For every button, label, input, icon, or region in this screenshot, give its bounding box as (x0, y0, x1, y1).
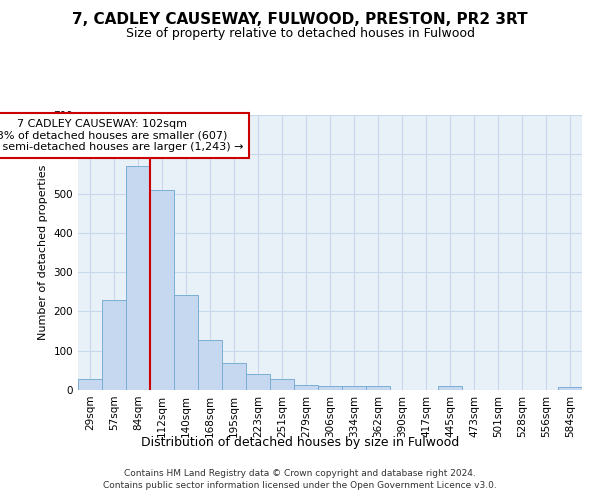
Text: 7, CADLEY CAUSEWAY, FULWOOD, PRESTON, PR2 3RT: 7, CADLEY CAUSEWAY, FULWOOD, PRESTON, PR… (72, 12, 528, 28)
Bar (294, 384, 318, 390)
Text: Distribution of detached houses by size in Fulwood: Distribution of detached houses by size … (141, 436, 459, 449)
Bar (222, 362, 246, 390)
Text: Size of property relative to detached houses in Fulwood: Size of property relative to detached ho… (125, 28, 475, 40)
Bar (126, 166, 150, 390)
Bar (438, 386, 462, 390)
Bar (342, 386, 366, 390)
Bar (318, 386, 342, 390)
Y-axis label: Number of detached properties: Number of detached properties (38, 165, 48, 340)
Bar (246, 374, 270, 390)
Text: 7 CADLEY CAUSEWAY: 102sqm
← 33% of detached houses are smaller (607)
67% of semi: 7 CADLEY CAUSEWAY: 102sqm ← 33% of detac… (0, 119, 244, 152)
Bar (174, 294, 198, 390)
Bar (78, 379, 102, 390)
Bar (558, 387, 582, 390)
Text: Contains HM Land Registry data © Crown copyright and database right 2024.
Contai: Contains HM Land Registry data © Crown c… (103, 468, 497, 490)
Bar (366, 386, 390, 390)
Bar (150, 190, 174, 390)
Bar (102, 300, 126, 390)
Bar (198, 340, 222, 390)
Bar (270, 380, 294, 390)
